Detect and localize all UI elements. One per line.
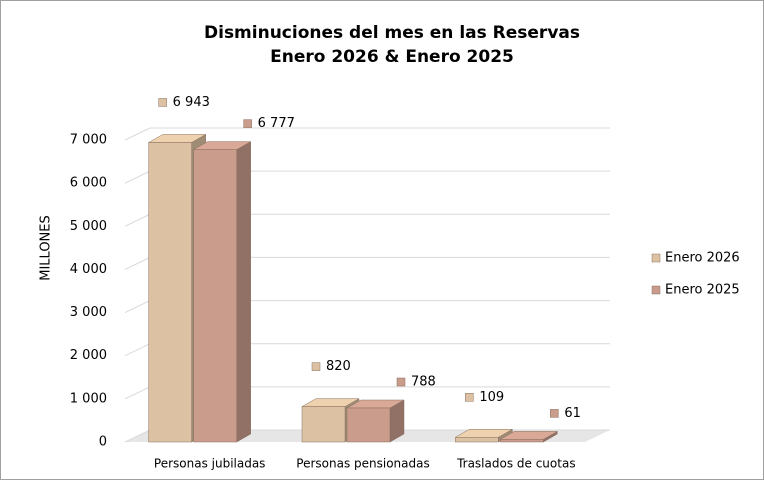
legend-label: Enero 2025	[665, 283, 740, 298]
grid-line	[124, 127, 610, 141]
y-tick-label: 6 000	[70, 176, 107, 191]
label-marker	[311, 362, 321, 371]
bar	[148, 142, 192, 443]
y-tick-label: 1 000	[70, 391, 107, 406]
x-tick-label: Personas pensionadas	[296, 457, 429, 471]
label-marker	[243, 119, 252, 128]
y-tick-label: 2 000	[70, 348, 107, 363]
label-marker	[158, 98, 167, 107]
y-tick-label: 4 000	[70, 262, 107, 277]
data-label: 820	[326, 359, 351, 374]
data-label: 109	[479, 390, 504, 405]
bar	[500, 439, 544, 443]
y-tick-label: 0	[99, 435, 107, 450]
data-label: 6 943	[173, 95, 210, 110]
bar	[455, 437, 499, 443]
y-tick-label: 5 000	[70, 219, 107, 234]
y-tick-label: 3 000	[70, 305, 107, 320]
legend-swatch	[651, 253, 661, 263]
data-label: 61	[564, 406, 581, 421]
bar-side	[236, 141, 251, 443]
y-tick-label: 7 000	[70, 133, 107, 148]
y-axis-label: MILLONES	[39, 215, 54, 281]
bar	[193, 149, 237, 443]
x-tick-label: Traslados de cuotas	[456, 457, 576, 471]
legend-swatch	[651, 285, 661, 295]
bar	[301, 406, 346, 443]
x-tick-label: Personas jubiladas	[154, 457, 266, 471]
label-marker	[396, 377, 406, 387]
label-marker	[550, 409, 559, 418]
data-label: 788	[411, 375, 436, 390]
label-marker	[465, 393, 474, 402]
chart-title: Disminuciones del mes en las Reservas	[204, 23, 580, 43]
legend-label: Enero 2026	[665, 251, 740, 266]
chart-title: Enero 2026 & Enero 2025	[270, 47, 514, 67]
bar	[346, 407, 391, 443]
data-label: 6 777	[258, 116, 295, 131]
